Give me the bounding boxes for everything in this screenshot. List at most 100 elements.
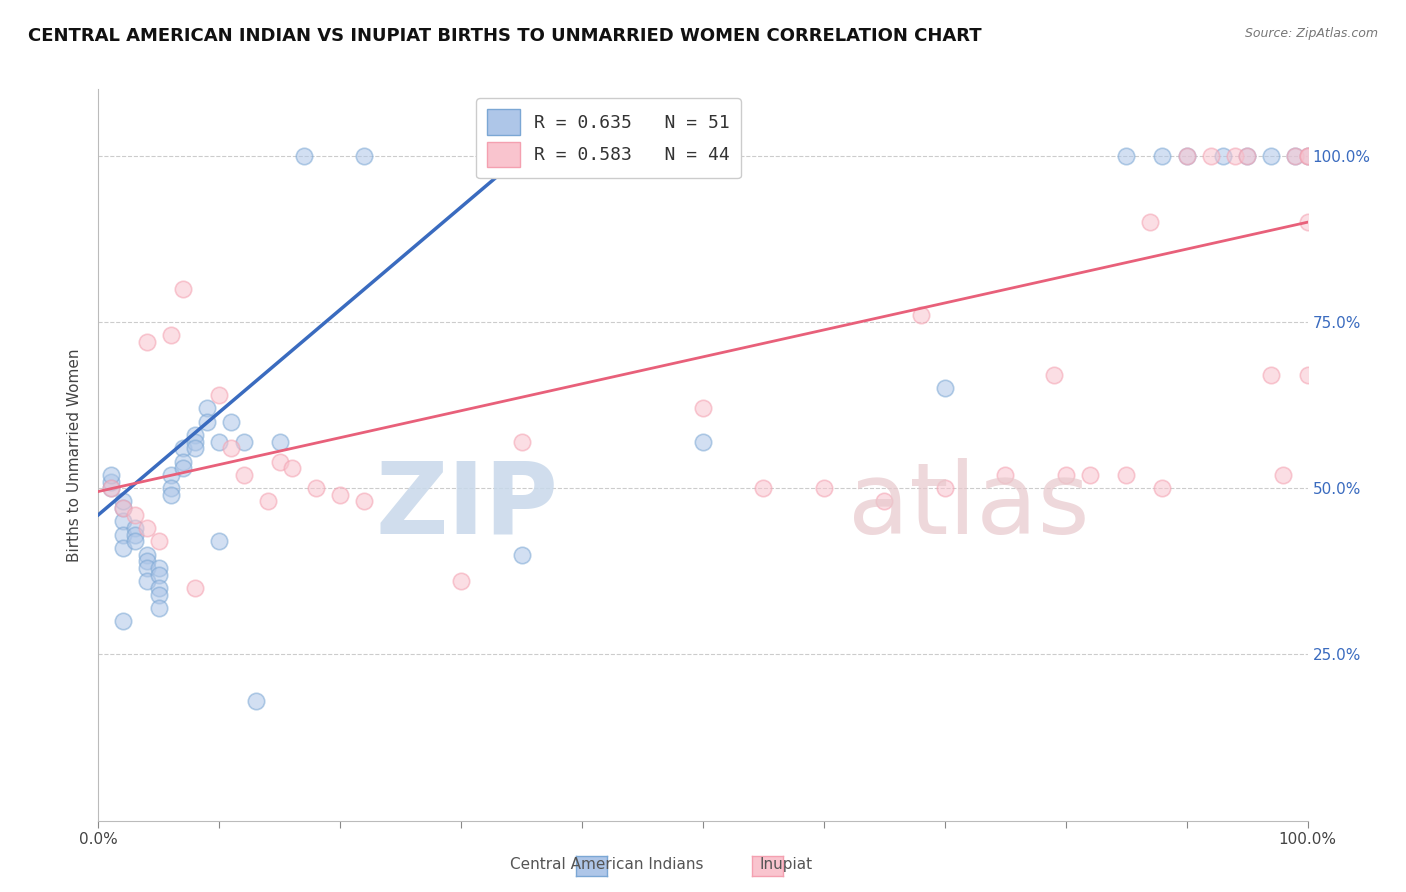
Point [100,467,122,482]
Point [135,548,157,562]
Point [135,574,157,589]
Point [208,388,231,402]
Point [160,481,183,495]
Point [1152,481,1174,495]
Point [292,149,315,163]
Point [1296,149,1319,163]
Text: Inupiat: Inupiat [759,857,813,872]
Point [329,488,352,502]
Text: atlas: atlas [848,458,1090,555]
Point [208,434,231,449]
Point [910,308,932,322]
Point [208,534,231,549]
Point [148,600,170,615]
Point [450,574,472,589]
Point [1152,149,1174,163]
Point [353,494,375,508]
Point [111,501,134,516]
Point [692,434,714,449]
Point [1236,149,1258,163]
Point [111,614,134,628]
Point [245,694,267,708]
Point [1175,149,1198,163]
Point [160,467,183,482]
Point [1296,215,1319,229]
Point [195,401,218,416]
Point [124,521,146,535]
Point [873,494,896,508]
Point [994,467,1017,482]
Point [124,534,146,549]
Point [1115,467,1137,482]
Point [124,527,146,541]
Point [1212,149,1234,163]
Point [269,454,291,468]
Point [111,515,134,529]
Point [1284,149,1306,163]
Point [1115,149,1137,163]
Point [692,401,714,416]
Point [135,554,157,568]
Point [148,567,170,582]
Point [111,541,134,555]
Point [172,461,194,475]
Point [160,328,183,343]
Y-axis label: Births to Unmarried Women: Births to Unmarried Women [67,348,83,562]
Point [1139,215,1161,229]
Point [100,481,122,495]
Point [281,461,304,475]
Point [221,415,243,429]
Point [1054,467,1077,482]
Point [172,442,194,456]
Point [934,481,956,495]
Point [184,434,207,449]
Point [135,334,157,349]
Point [1236,149,1258,163]
Point [510,548,533,562]
Point [148,581,170,595]
Point [1199,149,1222,163]
Point [256,494,278,508]
Point [184,428,207,442]
Point [1260,368,1282,383]
Point [135,521,157,535]
Point [111,501,134,516]
Point [148,588,170,602]
Point [1223,149,1246,163]
Point [1284,149,1306,163]
Point [148,534,170,549]
Point [172,454,194,468]
Point [813,481,835,495]
Point [1296,149,1319,163]
Point [172,282,194,296]
Point [148,561,170,575]
Text: CENTRAL AMERICAN INDIAN VS INUPIAT BIRTHS TO UNMARRIED WOMEN CORRELATION CHART: CENTRAL AMERICAN INDIAN VS INUPIAT BIRTH… [28,27,981,45]
Point [232,434,254,449]
Point [221,442,243,456]
Point [184,581,207,595]
Point [124,508,146,522]
Point [160,488,183,502]
Point [305,481,328,495]
Point [1260,149,1282,163]
Point [1042,368,1064,383]
Point [195,415,218,429]
Point [510,434,533,449]
Text: Source: ZipAtlas.com: Source: ZipAtlas.com [1244,27,1378,40]
Point [752,481,775,495]
Point [269,434,291,449]
Point [1296,149,1319,163]
Point [184,442,207,456]
Point [100,481,122,495]
Point [111,494,134,508]
Text: Central American Indians: Central American Indians [509,857,703,872]
Point [353,149,375,163]
Point [100,475,122,489]
Point [111,527,134,541]
Point [135,561,157,575]
Point [232,467,254,482]
Point [934,381,956,395]
Legend: R = 0.635   N = 51, R = 0.583   N = 44: R = 0.635 N = 51, R = 0.583 N = 44 [477,98,741,178]
Point [1272,467,1295,482]
Point [1175,149,1198,163]
